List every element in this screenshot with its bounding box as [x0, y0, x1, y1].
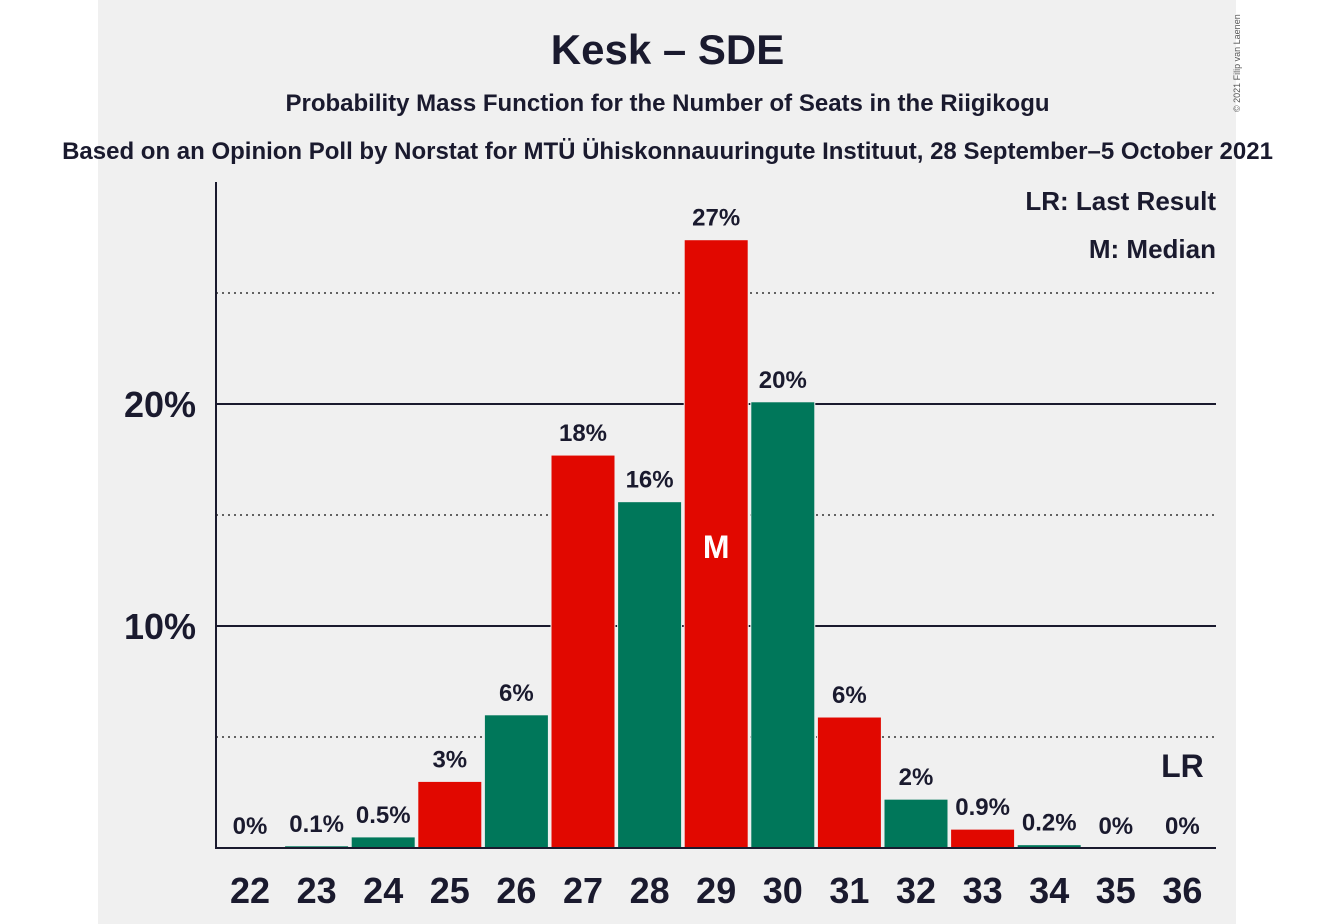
- bar-seats-25: [417, 780, 483, 849]
- bar-seats-26: [483, 714, 549, 849]
- legend-median: M: Median: [1089, 234, 1216, 264]
- x-tick-label: 27: [563, 870, 603, 911]
- data-label-seats-28: 16%: [626, 467, 674, 494]
- data-label-seats-26: 6%: [499, 680, 534, 707]
- data-label-seats-30: 20%: [759, 367, 807, 394]
- chart-title: Kesk – SDE: [550, 26, 785, 73]
- bar-seats-31: [816, 716, 882, 849]
- x-tick-label: 30: [763, 870, 803, 911]
- x-tick-label: 26: [496, 870, 536, 911]
- bar-seats-33: [950, 828, 1016, 849]
- y-tick-label: 20%: [124, 384, 196, 425]
- data-label-seats-22: 0%: [233, 813, 268, 840]
- data-label-seats-31: 6%: [832, 682, 867, 709]
- x-tick-label: 25: [430, 870, 470, 911]
- legend-last-result: LR: Last Result: [1025, 186, 1216, 216]
- data-label-seats-25: 3%: [432, 746, 467, 773]
- data-label-seats-27: 18%: [559, 420, 607, 447]
- y-tick-label: 10%: [124, 606, 196, 647]
- last-result-marker: LR: [1161, 748, 1204, 784]
- x-tick-label: 35: [1096, 870, 1136, 911]
- data-label-seats-33: 0.9%: [955, 794, 1010, 821]
- x-tick-label: 24: [363, 870, 403, 911]
- bar-seats-27: [550, 454, 616, 849]
- bar-seats-32: [883, 798, 949, 849]
- x-tick-label: 22: [230, 870, 270, 911]
- x-tick-label: 31: [829, 870, 869, 911]
- x-tick-label: 36: [1162, 870, 1202, 911]
- data-label-seats-23: 0.1%: [289, 811, 344, 838]
- data-label-seats-35: 0%: [1098, 813, 1133, 840]
- data-label-seats-24: 0.5%: [356, 802, 411, 829]
- median-marker: M: [703, 529, 730, 565]
- bar-seats-28: [617, 501, 683, 849]
- x-tick-label: 23: [297, 870, 337, 911]
- data-label-seats-34: 0.2%: [1022, 810, 1077, 837]
- data-label-seats-29: 27%: [692, 205, 740, 232]
- chart-source: Based on an Opinion Poll by Norstat for …: [62, 138, 1273, 165]
- x-tick-label: 32: [896, 870, 936, 911]
- bar-seats-24: [350, 836, 416, 849]
- x-tick-label: 29: [696, 870, 736, 911]
- x-tick-label: 33: [963, 870, 1003, 911]
- chart-subtitle: Probability Mass Function for the Number…: [285, 90, 1050, 117]
- data-label-seats-32: 2%: [899, 764, 934, 791]
- data-label-seats-36: 0%: [1165, 813, 1200, 840]
- bar-seats-29: [683, 239, 749, 849]
- x-tick-label: 34: [1029, 870, 1069, 911]
- x-tick-label: 28: [630, 870, 670, 911]
- bar-seats-30: [750, 401, 816, 849]
